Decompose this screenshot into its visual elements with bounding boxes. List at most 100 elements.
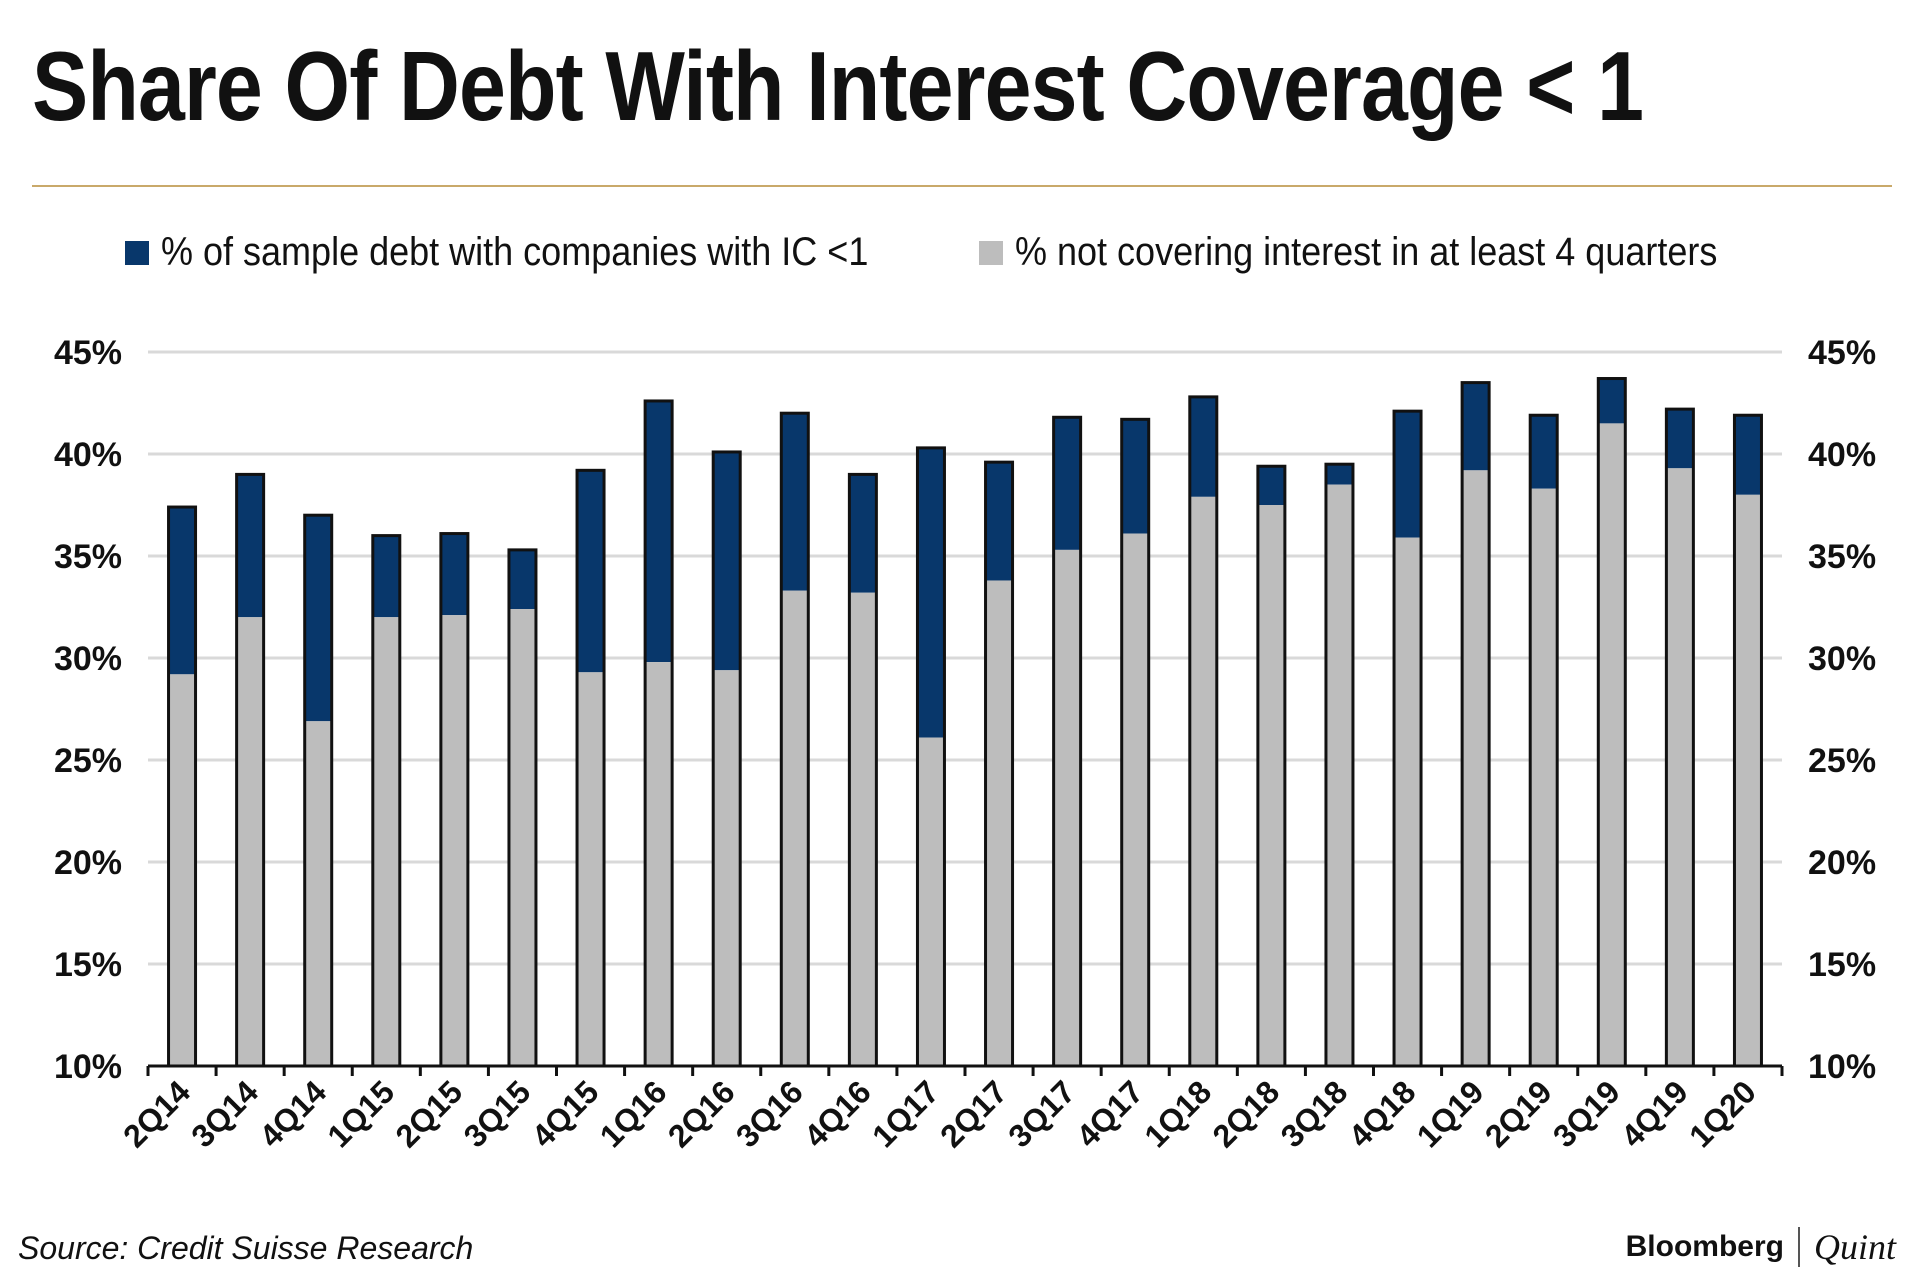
bar-ic-total <box>1325 464 1353 485</box>
bar-four-quarters <box>1394 537 1422 1066</box>
bar-ic-total <box>1257 466 1285 505</box>
bar-four-quarters <box>849 592 877 1066</box>
bar-four-quarters <box>1121 533 1149 1066</box>
bar-ic-total <box>236 474 264 618</box>
bar-ic-total <box>713 451 741 671</box>
bar-ic-total <box>1734 415 1762 495</box>
y-tick-label-right: 45% <box>1808 334 1876 372</box>
x-tick-label: 4Q15 <box>525 1073 606 1154</box>
x-tick-label: 1Q19 <box>1410 1073 1491 1154</box>
bar-four-quarters <box>440 615 468 1066</box>
x-tick-label: 1Q17 <box>865 1073 946 1154</box>
bar-four-quarters <box>1325 484 1353 1067</box>
y-tick-label-right: 25% <box>1808 742 1876 780</box>
y-tick-label-right: 15% <box>1808 946 1876 984</box>
y-tick-label-left: 25% <box>54 742 122 780</box>
y-tick-label-left: 20% <box>54 844 122 882</box>
y-tick-label-left: 15% <box>54 946 122 984</box>
bar-four-quarters <box>1053 549 1081 1066</box>
y-tick-label-right: 35% <box>1808 538 1876 576</box>
bar-ic-total <box>1394 411 1422 538</box>
bar-ic-total <box>1462 382 1490 471</box>
bar-four-quarters <box>372 617 400 1066</box>
bar-ic-total <box>1053 417 1081 550</box>
bar-ic-total <box>1598 378 1626 424</box>
bar-four-quarters <box>1598 423 1626 1066</box>
y-tick-label-right: 30% <box>1808 640 1876 678</box>
bar-four-quarters <box>508 609 536 1066</box>
legend-swatch-ic <box>124 240 149 265</box>
y-tick-label-right: 40% <box>1808 436 1876 474</box>
bar-four-quarters <box>304 721 332 1066</box>
bar-ic-total <box>577 470 605 673</box>
title-divider <box>32 185 1892 187</box>
bar-four-quarters <box>645 662 673 1066</box>
x-tick-label: 1Q16 <box>593 1073 674 1154</box>
y-tick-label-left: 40% <box>54 436 122 474</box>
legend-label-four-quarters: % not covering interest in at least 4 qu… <box>1014 230 1718 274</box>
x-tick-label: 4Q17 <box>1069 1073 1150 1154</box>
bar-four-quarters <box>236 617 264 1066</box>
brand-sub: Quint <box>1813 1227 1896 1267</box>
y-tick-label-left: 10% <box>54 1048 122 1086</box>
x-tick-label: 4Q16 <box>797 1073 878 1154</box>
bar-ic-total <box>508 549 536 610</box>
bar-ic-total <box>849 474 877 593</box>
bar-four-quarters <box>1257 505 1285 1066</box>
x-tick-label: 2Q15 <box>389 1073 470 1154</box>
brand-separator <box>1797 1227 1800 1267</box>
brand-name: Bloomberg <box>1625 1230 1784 1263</box>
bar-four-quarters <box>1734 494 1762 1066</box>
bar-ic-total <box>304 515 332 722</box>
x-tick-label: 3Q17 <box>1001 1073 1082 1154</box>
legend: % of sample debt with companies with IC … <box>0 230 1920 275</box>
legend-label-ic: % of sample debt with companies with IC … <box>160 230 869 274</box>
legend-item-four-quarters: % not covering interest in at least 4 qu… <box>978 230 1795 275</box>
x-tick-label: 2Q14 <box>116 1073 197 1154</box>
y-tick-label-left: 30% <box>54 640 122 678</box>
bar-four-quarters <box>168 674 196 1066</box>
chart-title: Share Of Debt With Interest Coverage < 1 <box>32 31 1644 141</box>
x-tick-label: 3Q18 <box>1274 1073 1355 1154</box>
bar-four-quarters <box>713 670 741 1066</box>
bar-ic-total <box>1666 409 1694 469</box>
bar-ic-total <box>1121 419 1149 534</box>
bar-ic-total <box>645 400 673 663</box>
bar-four-quarters <box>1666 468 1694 1066</box>
x-tick-label: 3Q14 <box>184 1073 265 1154</box>
x-tick-label: 4Q19 <box>1614 1073 1695 1154</box>
source-note: Source: Credit Suisse Research <box>18 1230 474 1266</box>
x-tick-label: 3Q19 <box>1546 1073 1627 1154</box>
bar-ic-total <box>168 507 196 675</box>
x-tick-label: 1Q18 <box>1137 1073 1218 1154</box>
bar-ic-total <box>985 462 1013 581</box>
bar-ic-total <box>917 447 945 738</box>
bar-four-quarters <box>577 672 605 1066</box>
bar-ic-total <box>440 533 468 616</box>
x-tick-label: 2Q16 <box>661 1073 742 1154</box>
legend-swatch-four-quarters <box>978 240 1003 265</box>
x-tick-label: 2Q19 <box>1478 1073 1559 1154</box>
x-tick-label: 2Q18 <box>1206 1073 1287 1154</box>
x-tick-label: 3Q15 <box>457 1073 538 1154</box>
bar-four-quarters <box>917 737 945 1066</box>
x-tick-label: 4Q14 <box>252 1073 333 1154</box>
bar-ic-total <box>1189 396 1217 497</box>
x-tick-label: 4Q18 <box>1342 1073 1423 1154</box>
bar-ic-total <box>781 413 809 591</box>
bar-four-quarters <box>1462 470 1490 1066</box>
x-tick-label: 2Q17 <box>933 1073 1014 1154</box>
x-tick-label: 1Q20 <box>1682 1073 1763 1154</box>
bar-four-quarters <box>985 580 1013 1066</box>
y-tick-label-right: 10% <box>1808 1048 1876 1086</box>
bar-four-quarters <box>1530 488 1558 1066</box>
x-tick-label: 3Q16 <box>729 1073 810 1154</box>
bar-four-quarters <box>781 590 809 1066</box>
y-tick-label-left: 45% <box>54 334 122 372</box>
y-tick-label-right: 20% <box>1808 844 1876 882</box>
y-tick-label-left: 35% <box>54 538 122 576</box>
legend-item-ic: % of sample debt with companies with IC … <box>124 230 947 275</box>
bar-ic-total <box>1530 415 1558 489</box>
brand-logo: Bloomberg Quint <box>1626 1226 1896 1268</box>
